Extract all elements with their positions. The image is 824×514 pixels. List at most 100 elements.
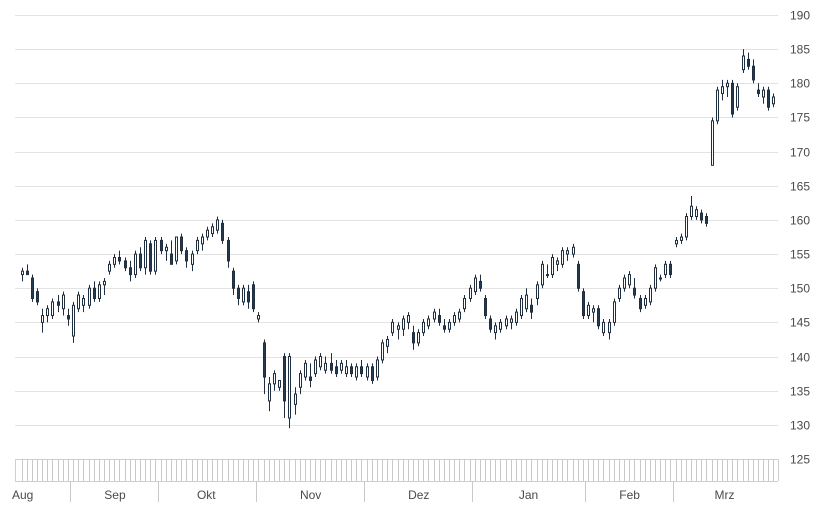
candle-up-body [366,366,369,378]
candle-down-body [309,376,312,381]
candle-up-body [391,321,394,334]
candle-up-body [355,366,358,378]
candle-up-body [402,318,405,330]
candle-up-body [525,294,528,310]
x-month-label: Dez [408,488,429,502]
candle-up-body [690,205,693,218]
candle-down-body [371,366,374,381]
candle-up-body [499,321,502,330]
candle-up-body [417,332,420,344]
candle-up-body [602,321,605,334]
candle-up-body [273,373,276,385]
candle-down-body [26,270,29,276]
candle-down-body [669,263,672,276]
candle-down-body [118,256,121,262]
x-month-label: Feb [619,488,640,502]
candle-up-body [566,250,569,255]
candle-down-body [36,291,39,303]
candle-up-body [62,294,65,310]
candle-up-body [448,321,451,330]
candle-down-body [747,58,750,67]
candle-down-body [129,267,132,276]
candle-up-body [108,263,111,272]
candle-up-body [299,373,302,388]
y-tick-label: 185 [790,43,810,57]
candle-down-body [247,291,250,303]
candle-up-body [587,304,590,317]
candle-down-body [577,263,580,289]
candle-up-body [201,236,204,245]
candle-up-body [191,253,194,265]
candle-up-body [103,280,106,286]
candle-up-body [175,236,178,262]
y-tick-label: 175 [790,111,810,125]
candle-up-body [21,270,24,276]
candle-up-body [654,267,657,289]
candle-down-body [700,212,703,221]
candle-up-body [304,362,307,378]
candle-up-body [474,277,477,293]
candle-up-body [51,301,54,317]
candle-up-body [726,82,729,88]
candle-up-body [154,239,157,272]
candle-up-body [144,239,147,269]
candle-up-body [721,86,724,95]
candle-up-body [520,297,523,317]
candle-up-body [772,96,775,105]
candle-up-body [98,284,101,299]
candle-up-body [551,256,554,276]
candle-up-body [505,318,508,327]
candle-up-body [427,318,430,327]
candle-up-body [716,89,719,122]
candle-up-body [536,284,539,299]
candle-up-body [196,239,199,252]
candle-up-body [268,383,271,402]
candle-up-body [644,297,647,306]
candle-down-body [232,270,235,289]
candle-down-body [360,366,363,375]
candle-down-body [57,301,60,306]
y-tick-label: 130 [790,419,810,433]
candle-up-body [88,287,91,306]
candle-down-body [412,332,415,344]
y-tick-label: 150 [790,282,810,296]
candle-up-body [546,274,549,277]
y-tick-label: 160 [790,214,810,228]
candle-up-body [469,287,472,299]
candle-up-body [561,250,564,265]
candle-up-body [422,321,425,334]
candle-down-body [31,277,34,299]
candle-down-body [438,315,441,323]
candle-up-body [242,287,245,303]
candle-up-body [515,311,518,323]
candle-up-body [510,318,513,323]
candle-up-body [623,277,626,289]
candle-down-body [283,356,286,402]
candle-up-body [165,246,168,252]
candle-up-body [659,277,662,280]
candle-down-body [252,284,255,310]
candle-down-body [330,362,333,371]
x-month-label: Jan [519,488,538,502]
candle-down-body [350,366,353,375]
candle-up-body [618,287,621,299]
candle-up-body [257,315,260,320]
candle-down-body [221,222,224,241]
candle-up-body [556,260,559,265]
candle-up-body [685,216,688,238]
candle-up-body [608,321,611,334]
candle-up-body [294,393,297,405]
candle-down-body [227,239,230,262]
candle-up-body [324,362,327,371]
candle-down-body [582,291,585,317]
candle-up-body [433,311,436,320]
y-tick-label: 145 [790,316,810,330]
candle-layer [21,49,775,429]
candle-up-body [381,342,384,361]
candle-up-body [494,325,497,334]
candle-down-body [633,287,636,296]
candle-up-body [762,89,765,98]
candle-down-body [124,260,127,269]
y-tick-label: 135 [790,385,810,399]
